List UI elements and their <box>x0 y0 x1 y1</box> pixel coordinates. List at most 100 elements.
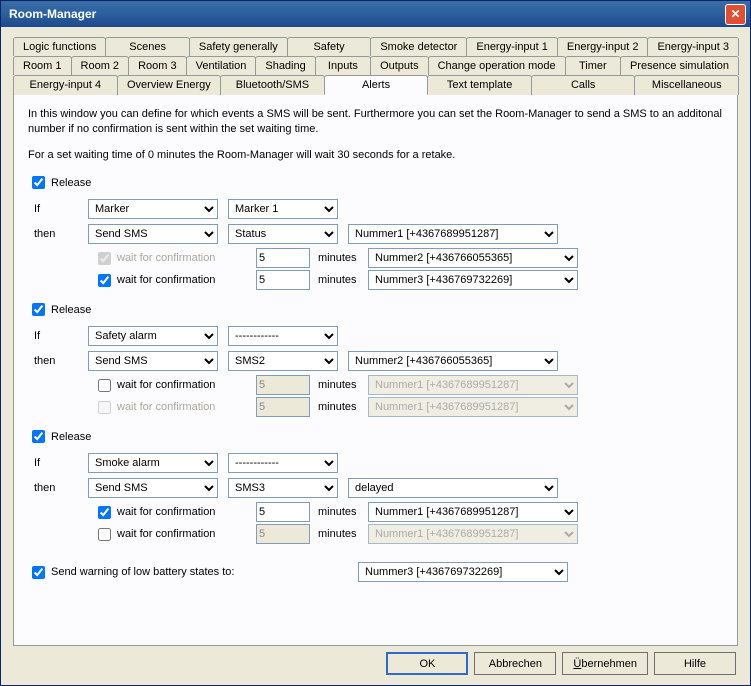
tab-energy-input-4[interactable]: Energy-input 4 <box>13 75 118 95</box>
rule1-wait1-number[interactable]: Nummer2 [+436766055365] <box>368 248 578 268</box>
tab-inputs[interactable]: Inputs <box>315 56 371 75</box>
rule3-wait2-number: Nummer1 [+4367689951287] <box>368 524 578 544</box>
battery-number[interactable]: Nummer3 [+436769732269] <box>358 562 568 582</box>
rule3-if-val[interactable]: ------------ <box>228 453 338 473</box>
tab-text-template[interactable]: Text template <box>427 75 532 95</box>
rule2-wait1-min <box>256 375 310 395</box>
minutes-label-2: minutes <box>318 274 368 286</box>
window: Room-Manager ✕ Logic functionsScenesSafe… <box>0 0 751 686</box>
release-2-checkbox[interactable] <box>32 303 45 316</box>
rule2-if-type[interactable]: Safety alarm <box>88 326 218 346</box>
tab-shading[interactable]: Shading <box>255 56 315 75</box>
rule1-wait1-checkbox <box>98 252 111 265</box>
tab-alerts[interactable]: Alerts <box>324 75 429 95</box>
then-label: then <box>28 228 88 240</box>
rule3-wait1-min[interactable] <box>256 502 310 522</box>
rule1-wait2-number[interactable]: Nummer3 [+436769732269] <box>368 270 578 290</box>
rule2-wait1-checkbox[interactable] <box>98 379 111 392</box>
tab-smoke-detector[interactable]: Smoke detector <box>370 37 467 56</box>
rule3-if-type[interactable]: Smoke alarm <box>88 453 218 473</box>
minutes-label-3: minutes <box>318 379 368 391</box>
tab-miscellaneous[interactable]: Miscellaneous <box>634 75 739 95</box>
minutes-label: minutes <box>318 252 368 264</box>
release-1-checkbox[interactable] <box>32 176 45 189</box>
rule1-wait1-min[interactable] <box>256 248 310 268</box>
tab-room-3[interactable]: Room 3 <box>128 56 187 75</box>
ok-button[interactable]: OK <box>386 652 468 675</box>
tab-change-operation-mode[interactable]: Change operation mode <box>428 56 566 75</box>
rule2-wait2-min <box>256 397 310 417</box>
tab-body-alerts: In this window you can define for which … <box>13 94 738 646</box>
tab-timer[interactable]: Timer <box>565 56 621 75</box>
description-1: In this window you can define for which … <box>28 107 723 138</box>
rule3-number-a[interactable]: delayed <box>348 478 558 498</box>
rule3-wait2-label: wait for confirmation <box>117 528 232 540</box>
battery-label: Send warning of low battery states to: <box>51 566 234 578</box>
close-button[interactable]: ✕ <box>725 4 746 25</box>
minutes-label-4: minutes <box>318 401 368 413</box>
rule1-then-action[interactable]: Send SMS <box>88 224 218 244</box>
tab-bluetooth-sms[interactable]: Bluetooth/SMS <box>220 75 325 95</box>
rule-2: Release If Safety alarm ------------ the… <box>28 300 723 417</box>
rule3-wait2-min <box>256 524 310 544</box>
if-label-3: If <box>28 457 88 469</box>
if-label-2: If <box>28 330 88 342</box>
tab-energy-input-1[interactable]: Energy-input 1 <box>466 37 558 56</box>
tab-presence-simulation[interactable]: Presence simulation <box>620 56 739 75</box>
rule1-wait2-min[interactable] <box>256 270 310 290</box>
window-title: Room-Manager <box>5 7 725 21</box>
cancel-button[interactable]: Abbrechen <box>474 652 556 675</box>
rule3-wait1-label: wait for confirmation <box>117 506 232 518</box>
rule2-wait2-number: Nummer1 [+4367689951287] <box>368 397 578 417</box>
tab-ventilation[interactable]: Ventilation <box>186 56 257 75</box>
rule2-if-val[interactable]: ------------ <box>228 326 338 346</box>
tab-energy-input-2[interactable]: Energy-input 2 <box>557 37 649 56</box>
titlebar: Room-Manager ✕ <box>1 1 750 27</box>
release-3-checkbox[interactable] <box>32 430 45 443</box>
rule-1: Release If Marker Marker 1 then Send SMS… <box>28 173 723 290</box>
apply-button[interactable]: Übernehmen <box>562 652 648 675</box>
description-2: For a set waiting time of 0 minutes the … <box>28 148 723 163</box>
rule2-then-action[interactable]: Send SMS <box>88 351 218 371</box>
rule1-wait1-label: wait for confirmation <box>117 252 232 264</box>
tab-logic-functions[interactable]: Logic functions <box>13 37 106 56</box>
battery-row: Send warning of low battery states to: N… <box>28 562 723 582</box>
battery-checkbox[interactable] <box>32 566 45 579</box>
rule3-then-action[interactable]: Send SMS <box>88 478 218 498</box>
rule1-if-val[interactable]: Marker 1 <box>228 199 338 219</box>
tab-calls[interactable]: Calls <box>531 75 636 95</box>
rule1-wait2-checkbox[interactable] <box>98 274 111 287</box>
rule3-wait1-checkbox[interactable] <box>98 506 111 519</box>
release-3-label: Release <box>51 431 91 443</box>
rule3-wait1-number[interactable]: Nummer1 [+4367689951287] <box>368 502 578 522</box>
tab-safety-generally[interactable]: Safety generally <box>189 37 288 56</box>
rule2-then-type[interactable]: SMS2 <box>228 351 338 371</box>
rule-3: Release If Smoke alarm ------------ then… <box>28 427 723 544</box>
rule1-wait2-label: wait for confirmation <box>117 274 232 286</box>
tab-energy-input-3[interactable]: Energy-input 3 <box>647 37 739 56</box>
tab-room-1[interactable]: Room 1 <box>13 56 72 75</box>
rule2-number-a[interactable]: Nummer2 [+436766055365] <box>348 351 558 371</box>
rule1-if-type[interactable]: Marker <box>88 199 218 219</box>
tab-scenes[interactable]: Scenes <box>105 37 190 56</box>
rule1-number-a[interactable]: Nummer1 [+4367689951287] <box>348 224 558 244</box>
if-label: If <box>28 203 88 215</box>
content: Logic functionsScenesSafety generallySaf… <box>1 27 750 685</box>
tab-outputs[interactable]: Outputs <box>370 56 429 75</box>
release-2-label: Release <box>51 304 91 316</box>
rule2-wait1-number: Nummer1 [+4367689951287] <box>368 375 578 395</box>
rule2-wait1-label: wait for confirmation <box>117 379 232 391</box>
tab-strip: Logic functionsScenesSafety generallySaf… <box>13 37 738 95</box>
rule1-then-type[interactable]: Status <box>228 224 338 244</box>
rule2-wait2-checkbox <box>98 401 111 414</box>
rule3-wait2-checkbox[interactable] <box>98 528 111 541</box>
then-label-3: then <box>28 482 88 494</box>
tab-safety[interactable]: Safety <box>287 37 372 56</box>
tab-overview-energy[interactable]: Overview Energy <box>117 75 222 95</box>
rule2-wait2-label: wait for confirmation <box>117 401 232 413</box>
tab-room-2[interactable]: Room 2 <box>71 56 130 75</box>
minutes-label-5: minutes <box>318 506 368 518</box>
help-button[interactable]: Hilfe <box>654 652 736 675</box>
minutes-label-6: minutes <box>318 528 368 540</box>
rule3-then-type[interactable]: SMS3 <box>228 478 338 498</box>
